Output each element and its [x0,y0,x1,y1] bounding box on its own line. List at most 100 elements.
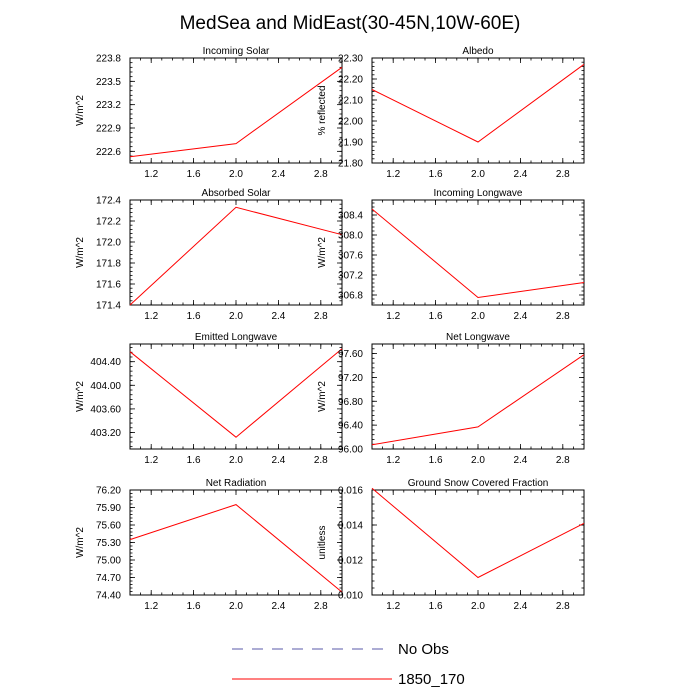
series-line [129,66,343,158]
panel-title: Emitted Longwave [195,332,278,343]
x-tick-label: 2.4 [513,311,527,322]
y-tick-label: 222.6 [96,147,121,158]
y-tick-label: 96.00 [338,445,363,456]
y-tick-label: 171.6 [96,280,121,291]
plot-frame [371,199,585,306]
x-tick-label: 2.0 [471,601,485,612]
y-tick-label: 171.4 [96,301,121,312]
x-tick-label: 2.8 [556,169,570,180]
plot-frame [129,343,343,450]
plot-frame [371,489,585,596]
y-tick-label: 22.00 [338,117,363,128]
y-tick-label: 22.20 [338,75,363,86]
y-tick-label: 404.00 [90,381,121,392]
x-tick-label: 1.6 [187,169,201,180]
panel-title: Albedo [462,46,494,57]
panel-title: Net Radiation [206,478,267,489]
x-tick-label: 2.4 [271,601,285,612]
series-line [371,487,585,579]
x-tick-label: 1.2 [144,169,158,180]
y-axis-label: W/m^2 [317,381,328,412]
y-tick-label: 308.0 [338,231,363,242]
y-tick-label: 403.60 [90,404,121,415]
y-tick-label: 75.00 [96,556,121,567]
y-tick-label: 22.30 [338,54,363,65]
y-tick-label: 172.4 [96,196,121,207]
y-axis-label: W/m^2 [75,381,86,412]
x-tick-label: 2.4 [513,455,527,466]
x-tick-label: 2.0 [229,455,243,466]
plot-frame [129,199,343,306]
x-tick-label: 2.8 [556,311,570,322]
x-tick-label: 2.4 [271,311,285,322]
x-tick-label: 1.2 [144,455,158,466]
x-tick-label: 2.4 [513,601,527,612]
y-tick-label: 76.20 [96,486,121,497]
y-axis-label: W/m^2 [317,237,328,268]
x-tick-label: 1.2 [386,169,400,180]
x-tick-label: 2.8 [314,455,328,466]
panel-incoming-solar: Incoming Solar W/m^2 1.2 1.6 2.0 2.4 2.8 222.6 2… [75,46,343,180]
x-tick-label: 2.0 [471,311,485,322]
y-tick-label: 97.60 [338,349,363,360]
y-tick-label: 74.70 [96,573,121,584]
y-tick-label: 74.40 [96,591,121,602]
x-tick-label: 2.8 [314,601,328,612]
series-line [129,206,343,306]
y-tick-label: 96.40 [338,421,363,432]
y-tick-label: 403.20 [90,428,121,439]
y-tick-label: 223.2 [96,100,121,111]
x-tick-label: 1.6 [429,169,443,180]
panel-incoming-longwave: Incoming Longwave W/m^2 1.2 1.6 2.0 2.4 2.8 306… [317,188,585,322]
y-tick-label: 0.012 [338,556,363,567]
x-tick-label: 1.6 [187,455,201,466]
y-tick-label: 307.6 [338,251,363,262]
x-tick-label: 2.0 [471,455,485,466]
panel-title: Incoming Longwave [434,188,523,199]
y-tick-label: 75.90 [96,503,121,514]
y-axis-label: unitless [317,526,328,560]
figure-title: MedSea and MidEast(30-45N,10W-60E) [180,13,521,34]
x-tick-label: 1.2 [386,311,400,322]
y-tick-label: 22.10 [338,96,363,107]
y-tick-label: 171.8 [96,259,121,270]
y-tick-label: 404.40 [90,357,121,368]
y-tick-label: 21.90 [338,138,363,149]
x-tick-label: 1.6 [187,601,201,612]
x-tick-label: 2.0 [229,311,243,322]
y-axis-label: W/m^2 [75,527,86,558]
x-tick-label: 2.8 [314,169,328,180]
x-tick-label: 1.2 [144,601,158,612]
series-line [371,208,585,299]
series-line [371,354,585,446]
legend: No Obs 1850_170 [232,641,465,688]
y-tick-label: 223.5 [96,77,121,88]
x-tick-label: 2.4 [513,169,527,180]
y-tick-label: 222.9 [96,124,121,135]
panel-title: Incoming Solar [203,46,270,57]
x-tick-label: 2.0 [471,169,485,180]
y-axis-label: W/m^2 [75,95,86,126]
legend-label: No Obs [398,641,449,658]
x-tick-label: 1.6 [429,455,443,466]
x-tick-label: 2.4 [271,455,285,466]
panel-net-radiation: Net Radiation W/m^2 1.2 1.6 2.0 2.4 2.8 74.40 74… [75,478,343,612]
y-tick-label: 223.8 [96,54,121,65]
x-tick-label: 2.0 [229,169,243,180]
y-axis-label: W/m^2 [75,237,86,268]
series-line [129,348,343,438]
legend-label: 1850_170 [398,671,465,688]
y-tick-label: 75.60 [96,521,121,532]
panel-albedo: Albedo % reflected 1.2 1.6 2.0 2.4 2.8 21.80 21.… [317,46,585,180]
x-tick-label: 1.6 [187,311,201,322]
y-tick-label: 172.0 [96,238,121,249]
x-tick-label: 2.8 [556,455,570,466]
y-tick-label: 0.014 [338,521,363,532]
y-tick-label: 172.2 [96,217,121,228]
y-tick-label: 21.80 [338,159,363,170]
panel-emitted-longwave: Emitted Longwave W/m^2 1.2 1.6 2.0 2.4 2.8 403.… [75,332,343,466]
y-tick-label: 307.2 [338,271,363,282]
y-axis-label: % reflected [317,85,328,135]
x-tick-label: 2.4 [271,169,285,180]
y-tick-label: 97.20 [338,373,363,384]
